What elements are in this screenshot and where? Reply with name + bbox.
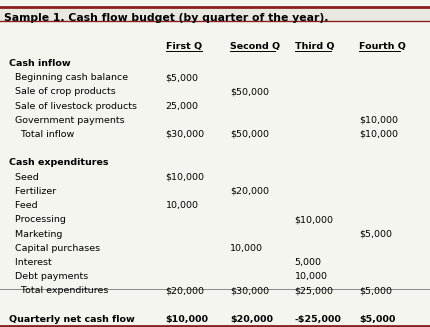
Text: $5,000: $5,000 [359,286,392,296]
Text: Sale of livestock products: Sale of livestock products [9,101,137,111]
Text: Capital purchases: Capital purchases [9,244,100,253]
Text: Debt payments: Debt payments [9,272,88,281]
Text: Beginning cash balance: Beginning cash balance [9,73,128,82]
Text: $30,000: $30,000 [166,130,205,139]
Text: $10,000: $10,000 [166,173,205,182]
Text: Quarterly net cash flow: Quarterly net cash flow [9,315,134,324]
Text: 10,000: 10,000 [230,244,263,253]
Text: 10,000: 10,000 [295,272,328,281]
Text: Processing: Processing [9,215,65,224]
Text: $10,000: $10,000 [166,315,209,324]
Text: First Q: First Q [166,42,202,51]
Text: Total expenditures: Total expenditures [9,286,108,296]
FancyBboxPatch shape [0,7,430,21]
Text: $50,000: $50,000 [230,87,269,96]
Text: -$25,000: -$25,000 [295,315,341,324]
Text: $5,000: $5,000 [359,315,396,324]
Text: $20,000: $20,000 [166,286,205,296]
Text: Feed: Feed [9,201,37,210]
Text: Interest: Interest [9,258,51,267]
Text: $50,000: $50,000 [230,130,269,139]
Text: Fourth Q: Fourth Q [359,42,406,51]
Text: Fertilizer: Fertilizer [9,187,56,196]
Text: Marketing: Marketing [9,230,62,239]
Text: Government payments: Government payments [9,116,124,125]
Text: Sale of crop products: Sale of crop products [9,87,115,96]
Text: Sample 1. Cash flow budget (by quarter of the year).: Sample 1. Cash flow budget (by quarter o… [4,13,329,23]
Text: $10,000: $10,000 [359,130,398,139]
Text: 10,000: 10,000 [166,201,199,210]
Text: $20,000: $20,000 [230,187,269,196]
Text: Cash inflow: Cash inflow [9,59,70,68]
Text: $10,000: $10,000 [359,116,398,125]
Text: Total inflow: Total inflow [9,130,74,139]
Text: $30,000: $30,000 [230,286,269,296]
Text: Third Q: Third Q [295,42,334,51]
Text: 5,000: 5,000 [295,258,322,267]
Text: $10,000: $10,000 [295,215,334,224]
Text: Cash expenditures: Cash expenditures [9,159,108,167]
Text: Second Q: Second Q [230,42,280,51]
Text: 25,000: 25,000 [166,101,199,111]
Text: $5,000: $5,000 [359,230,392,239]
Text: $5,000: $5,000 [166,73,199,82]
Text: $20,000: $20,000 [230,315,273,324]
Text: Seed: Seed [9,173,38,182]
Text: $25,000: $25,000 [295,286,334,296]
